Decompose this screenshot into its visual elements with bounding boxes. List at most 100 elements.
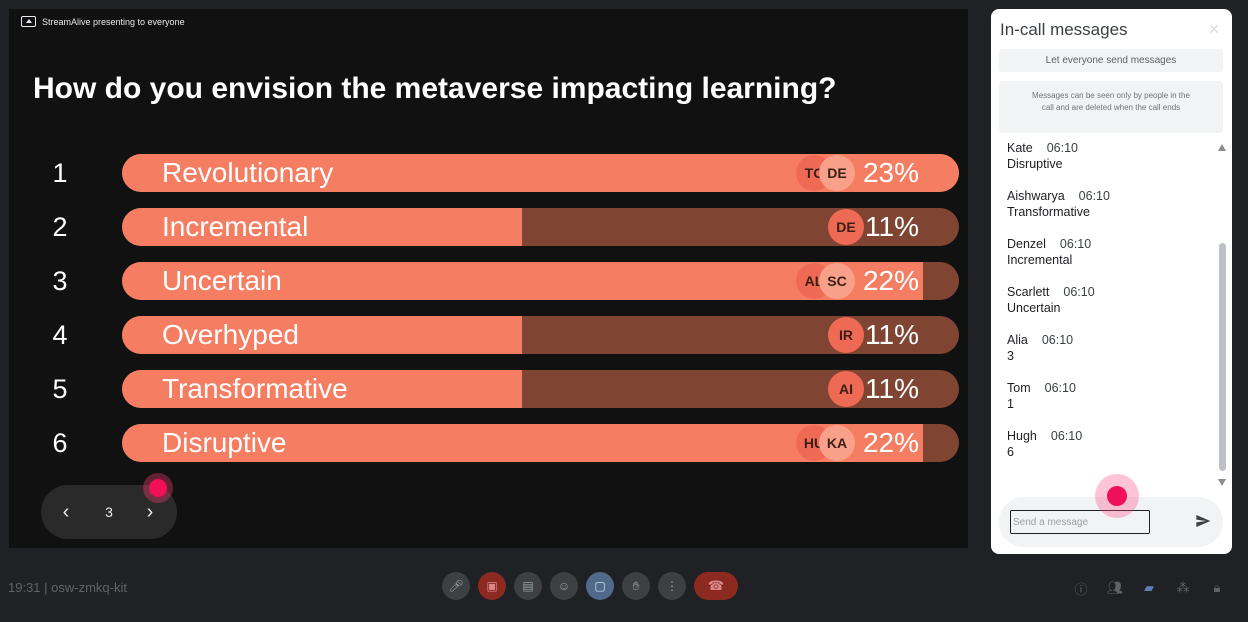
end-call-icon[interactable]: ☎︎ xyxy=(694,572,738,600)
option-percent: 22% xyxy=(862,265,919,296)
voter-avatar: DE xyxy=(828,209,864,245)
message-text: 6 xyxy=(1007,445,1014,459)
option-number: 5 xyxy=(52,374,68,404)
option-bar-fill xyxy=(122,316,523,354)
poll-option-row: 4 Overhyped IR 11% xyxy=(9,316,968,354)
meeting-info: 19:31 | osw-zmkq-kit xyxy=(8,580,127,595)
message-time: 06:10 xyxy=(1050,429,1083,443)
option-bar-fill xyxy=(122,208,523,246)
voter-avatar: DE xyxy=(819,155,855,191)
emoji-icon[interactable]: ☺ xyxy=(550,572,578,600)
voter-avatar: IR xyxy=(828,317,864,353)
let-everyone-send-toggle[interactable]: Let everyone send messages xyxy=(999,49,1223,72)
present-screen-icon xyxy=(21,16,36,27)
option-percent: 11% xyxy=(865,319,919,350)
activities-icon[interactable]: ⁂ xyxy=(1176,580,1190,595)
option-bar-fill xyxy=(122,262,923,300)
option-number: 2 xyxy=(52,212,68,242)
option-bar: Uncertain AL SC 22% xyxy=(122,262,959,300)
option-bar: Overhyped IR 11% xyxy=(122,316,959,354)
chat-message: Kate 06:10 Disruptive xyxy=(1007,140,1212,188)
message-sender: Tom xyxy=(1007,381,1031,395)
option-bar-fill xyxy=(122,370,523,408)
present-icon[interactable]: ▢ xyxy=(586,572,614,600)
message-time: 06:10 xyxy=(1046,141,1078,155)
presentation-stage: StreamAlive presenting to everyone How d… xyxy=(9,9,968,548)
option-percent: 11% xyxy=(865,211,919,242)
chat-message: Scarlett 06:10 Uncertain xyxy=(1007,284,1212,332)
close-icon[interactable]: ✕ xyxy=(1208,21,1220,37)
chat-message: Hugh 06:10 6 xyxy=(1007,428,1212,476)
message-time: 06:10 xyxy=(1078,189,1110,203)
raise-hand-icon[interactable]: ✋︎ xyxy=(622,572,650,600)
scrollbar-thumb[interactable] xyxy=(1219,243,1226,471)
message-sender: Denzel xyxy=(1007,237,1046,251)
option-percent: 11% xyxy=(865,373,919,404)
option-label: Transformative xyxy=(162,373,348,404)
people-icon[interactable]: 👥︎ xyxy=(1106,580,1124,595)
option-number: 1 xyxy=(52,158,68,188)
chat-panel: In-call messages ✕ Let everyone send mes… xyxy=(991,9,1232,554)
message-sender: Alia xyxy=(1007,333,1028,347)
chat-message: Aishwarya 06:10 Transformative xyxy=(1007,188,1212,236)
host-controls-icon[interactable]: 🔒︎ xyxy=(1213,580,1221,595)
message-list: Kate 06:10 Disruptive Aishwarya 06:10 Transfo… xyxy=(1007,140,1212,476)
message-text: 3 xyxy=(1007,349,1014,363)
poll-option-row: 1 Revolutionary TC DE 23% xyxy=(9,154,968,192)
mic-icon[interactable]: 🎤︎ xyxy=(442,572,470,600)
message-time: 06:10 xyxy=(1041,333,1074,347)
camera-off-icon[interactable]: ▣ xyxy=(478,572,506,600)
chat-message: Denzel 06:10 Incremental xyxy=(1007,236,1212,284)
chat-info: Messages can be seen only by people in t… xyxy=(999,81,1223,133)
call-controls: 🎤︎ ▣ ▤ ☺ ▢ ✋︎ ⋮ ☎︎ xyxy=(442,572,738,600)
message-time: 06:10 xyxy=(1059,237,1092,251)
message-sender: Hugh xyxy=(1007,429,1037,443)
voter-avatar: SC xyxy=(819,263,855,299)
option-label: Revolutionary xyxy=(162,157,334,188)
message-text: Transformative xyxy=(1007,205,1090,219)
option-bar: Revolutionary TC DE 23% xyxy=(122,154,959,192)
message-text: Incremental xyxy=(1007,253,1073,267)
send-icon[interactable] xyxy=(1195,513,1211,529)
message-text: 1 xyxy=(1007,397,1014,411)
presenter-text: StreamAlive presenting to everyone xyxy=(42,16,185,27)
message-sender: Aishwarya xyxy=(1007,189,1065,203)
click-indicator xyxy=(1095,474,1139,518)
chat-title: In-call messages xyxy=(1000,20,1128,39)
side-controls: ⓘ 👥︎ ▰ ⁂ 🔒︎ xyxy=(1071,578,1227,598)
option-number: 6 xyxy=(52,428,68,458)
message-text: Uncertain xyxy=(1007,301,1061,315)
message-sender: Kate xyxy=(1007,141,1033,155)
bottom-toolbar: 19:31 | osw-zmkq-kit 🎤︎ ▣ ▤ ☺ ▢ ✋︎ ⋮ ☎︎ … xyxy=(0,556,1248,622)
captions-icon[interactable]: ▤ xyxy=(514,572,542,600)
message-time: 06:10 xyxy=(1063,285,1095,299)
page-number: 3 xyxy=(105,504,113,520)
chevron-right-icon[interactable]: › xyxy=(146,501,154,523)
option-percent: 23% xyxy=(862,157,919,188)
voter-avatar: KA xyxy=(819,425,855,461)
poll-option-row: 5 Transformative AI 11% xyxy=(9,370,968,408)
option-label: Incremental xyxy=(162,211,309,242)
chat-message: Tom 06:10 1 xyxy=(1007,380,1212,428)
poll-option-row: 3 Uncertain AL SC 22% xyxy=(9,262,968,300)
option-number: 3 xyxy=(52,266,68,296)
option-bar: Transformative AI 11% xyxy=(122,370,959,408)
option-bar-fill xyxy=(122,424,923,462)
info-icon[interactable]: ⓘ xyxy=(1074,581,1088,597)
option-bar: Incremental DE 11% xyxy=(122,208,959,246)
message-text: Disruptive xyxy=(1007,157,1063,171)
message-time: 06:10 xyxy=(1044,381,1076,395)
poll-question: How do you envision the metaverse impact… xyxy=(33,72,837,105)
option-label: Uncertain xyxy=(162,265,282,296)
option-label: Overhyped xyxy=(162,319,299,350)
more-options-icon[interactable]: ⋮ xyxy=(658,572,686,600)
scroll-up-arrow-icon[interactable] xyxy=(1218,144,1226,151)
option-percent: 22% xyxy=(862,427,919,458)
chat-icon[interactable]: ▰ xyxy=(1144,580,1154,595)
poll-option-row: 2 Incremental DE 11% xyxy=(9,208,968,246)
scroll-down-arrow-icon[interactable] xyxy=(1218,479,1226,486)
option-number: 4 xyxy=(52,320,68,350)
chevron-left-icon[interactable]: ‹ xyxy=(62,501,70,523)
message-input[interactable] xyxy=(1010,510,1150,534)
click-indicator xyxy=(143,473,173,503)
